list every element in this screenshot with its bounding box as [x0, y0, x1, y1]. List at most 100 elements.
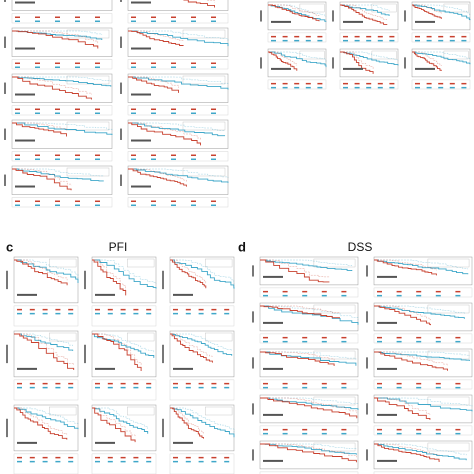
risk-number	[133, 460, 139, 463]
risk-number	[282, 290, 288, 293]
risk-number	[366, 86, 372, 89]
risk-table	[259, 471, 359, 474]
risk-table	[13, 305, 79, 327]
risk-number	[120, 312, 126, 315]
risk-number	[171, 154, 176, 157]
risk-number	[29, 312, 35, 315]
risk-number	[171, 20, 176, 23]
risk-number	[133, 386, 139, 389]
risk-number	[224, 386, 230, 389]
risk-table	[259, 425, 359, 436]
axis-label	[252, 265, 254, 277]
legend-box	[299, 50, 325, 60]
risk-number	[17, 460, 22, 463]
pvalue-text	[377, 321, 397, 324]
risk-number	[302, 340, 308, 343]
risk-number	[211, 382, 217, 385]
axis-label	[260, 57, 262, 69]
risk-number	[354, 39, 360, 42]
confidence-band	[128, 76, 229, 85]
risk-number	[120, 386, 126, 389]
risk-number	[438, 86, 444, 89]
risk-number	[185, 312, 191, 315]
risk-number	[302, 294, 308, 297]
confidence-band	[92, 407, 148, 429]
risk-number	[42, 386, 48, 389]
risk-number	[171, 108, 176, 111]
risk-number	[171, 66, 176, 69]
risk-number	[42, 308, 48, 311]
risk-number	[302, 382, 308, 385]
risk-number	[131, 66, 136, 69]
risk-number	[305, 86, 311, 89]
risk-number	[211, 456, 217, 459]
risk-number	[55, 386, 61, 389]
risk-number	[131, 204, 136, 207]
risk-number	[438, 39, 444, 42]
risk-number	[435, 432, 441, 435]
confidence-band	[12, 76, 92, 95]
risk-number	[35, 204, 40, 207]
survival-curve	[92, 333, 142, 371]
risk-table	[339, 32, 399, 43]
risk-number	[131, 108, 136, 111]
legend-box	[182, 121, 226, 131]
risk-table	[91, 305, 157, 327]
risk-number	[263, 336, 268, 339]
risk-table	[13, 379, 79, 401]
confidence-band	[14, 259, 68, 281]
risk-number	[191, 108, 196, 111]
risk-number	[211, 62, 216, 65]
risk-number	[377, 382, 382, 385]
risk-number	[317, 82, 323, 85]
survival-curve	[374, 305, 431, 326]
risk-number	[449, 39, 455, 42]
risk-number	[435, 294, 441, 297]
risk-number	[435, 340, 441, 343]
risk-number	[317, 35, 323, 38]
risk-number	[55, 112, 60, 115]
risk-number	[95, 386, 100, 389]
risk-number	[151, 20, 156, 23]
axis-label	[252, 311, 254, 323]
pvalue-text	[263, 367, 283, 370]
risk-table	[373, 287, 473, 298]
confidence-band	[374, 351, 448, 366]
risk-number	[271, 39, 276, 42]
risk-number	[35, 108, 40, 111]
risk-number	[75, 62, 80, 65]
axis-label	[84, 418, 86, 438]
risk-number	[396, 428, 402, 431]
risk-number	[317, 86, 323, 89]
pvalue-text	[15, 139, 35, 142]
risk-number	[416, 432, 422, 435]
risk-number	[42, 460, 48, 463]
risk-table	[267, 32, 327, 43]
risk-number	[211, 312, 217, 315]
survival-curve	[374, 305, 465, 319]
survival-curve	[12, 168, 72, 191]
risk-table	[169, 305, 235, 327]
risk-number	[366, 35, 372, 38]
pvalue-text	[15, 93, 35, 96]
risk-number	[211, 200, 216, 203]
legend-box	[443, 50, 469, 60]
confidence-band	[170, 259, 235, 284]
survival-curve	[412, 51, 442, 71]
risk-number	[377, 294, 382, 297]
confidence-band	[14, 407, 79, 425]
risk-number	[341, 336, 347, 339]
risk-number	[95, 20, 100, 23]
risk-number	[211, 386, 217, 389]
legend-box	[313, 350, 356, 360]
risk-number	[75, 108, 80, 111]
confidence-band	[374, 305, 465, 314]
pvalue-text	[415, 20, 435, 23]
survival-curve	[128, 122, 226, 137]
risk-number	[461, 35, 467, 38]
plot-frame	[127, 0, 229, 11]
risk-number	[455, 428, 461, 431]
confidence-band	[170, 407, 204, 434]
risk-table	[127, 197, 229, 208]
